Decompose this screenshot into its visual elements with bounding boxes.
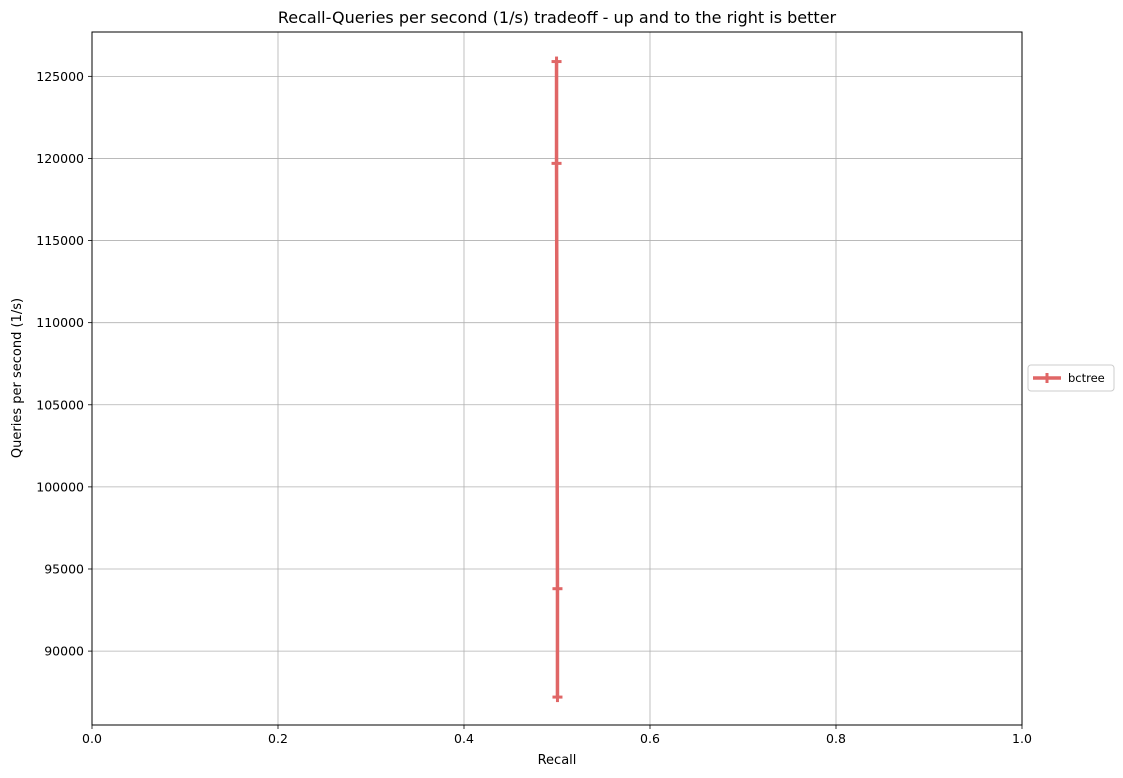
y-tick-label: 100000 — [36, 479, 84, 494]
y-tick-label: 95000 — [44, 561, 84, 576]
chart-title: Recall-Queries per second (1/s) tradeoff… — [278, 8, 837, 27]
plot-frame — [91, 31, 1023, 726]
legend-series-marker — [1042, 373, 1052, 383]
series-line-bctree — [554, 61, 560, 698]
data-point-marker — [551, 158, 562, 169]
legend-series-label: bctree — [1068, 371, 1105, 385]
data-point-marker — [552, 583, 563, 594]
series-layer — [551, 56, 563, 703]
x-tick-label: 0.6 — [640, 731, 660, 746]
legend-box — [1027, 364, 1115, 392]
y-tick-label: 120000 — [36, 151, 84, 166]
y-tick-label: 125000 — [36, 69, 84, 84]
x-tick-label: 0.4 — [454, 731, 474, 746]
y-axis-ticks: 90000 95000 100000 105000 110000 115000 120000… — [36, 69, 92, 659]
x-tick-label: 1.0 — [1012, 731, 1032, 746]
data-point-marker — [551, 56, 562, 67]
y-tick-label: 105000 — [36, 397, 84, 412]
y-axis-label: Queries per second (1/s) — [10, 298, 25, 458]
legend: bctree — [1027, 364, 1115, 392]
x-tick-label: 0.0 — [82, 731, 102, 746]
legend-plus-marker — [1042, 373, 1052, 383]
x-tick-label: 0.2 — [268, 731, 288, 746]
y-tick-label: 90000 — [44, 644, 84, 659]
x-axis-label: Recall — [538, 753, 577, 768]
y-tick-label: 115000 — [36, 233, 84, 248]
data-point-marker — [552, 692, 563, 703]
y-tick-label: 110000 — [36, 315, 84, 330]
x-tick-label: 0.8 — [826, 731, 846, 746]
x-axis-ticks: 0.0 0.2 0.4 0.6 0.8 1.0 — [82, 725, 1032, 746]
